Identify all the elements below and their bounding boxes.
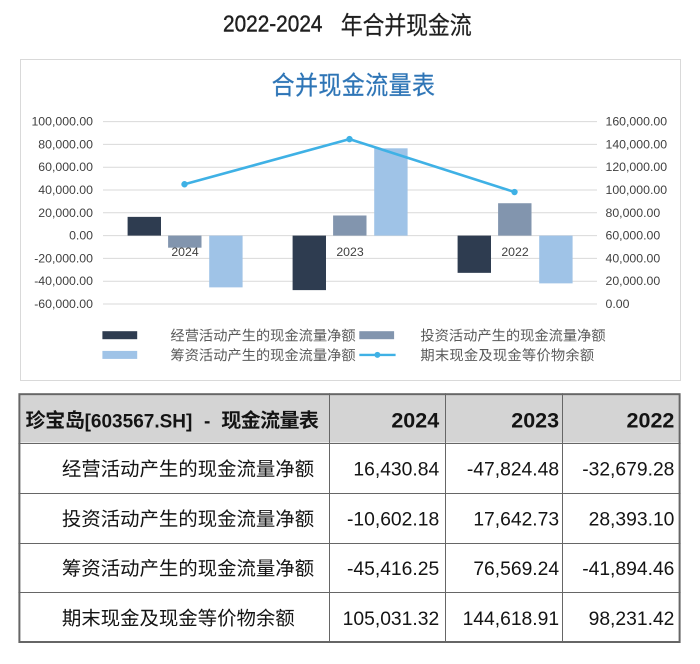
svg-text:105,031.32: 105,031.32: [343, 609, 440, 630]
svg-text:40,000.00: 40,000.00: [38, 183, 93, 197]
svg-text:0.00: 0.00: [606, 297, 630, 311]
svg-text:[603567.SH]: [603567.SH]: [85, 411, 193, 432]
svg-text:120,000.00: 120,000.00: [606, 160, 668, 174]
svg-text:2023: 2023: [336, 245, 364, 259]
svg-text:140,000.00: 140,000.00: [606, 137, 668, 151]
svg-text:2022: 2022: [627, 408, 675, 432]
svg-text:2022: 2022: [501, 245, 529, 259]
svg-text:-40,000.00: -40,000.00: [34, 274, 93, 288]
svg-text:-41,894.46: -41,894.46: [582, 559, 674, 580]
svg-text:2024: 2024: [391, 408, 439, 432]
svg-text:60,000.00: 60,000.00: [38, 160, 93, 174]
svg-text:2022-2024: 2022-2024: [223, 10, 322, 36]
svg-text:-20,000.00: -20,000.00: [34, 251, 93, 265]
svg-text:2023: 2023: [511, 408, 559, 432]
svg-text:160,000.00: 160,000.00: [606, 115, 668, 129]
svg-text:20,000.00: 20,000.00: [606, 274, 661, 288]
svg-text:17,642.73: 17,642.73: [473, 510, 559, 531]
svg-text:100,000.00: 100,000.00: [31, 115, 93, 129]
svg-text:60,000.00: 60,000.00: [606, 229, 661, 243]
svg-text:40,000.00: 40,000.00: [606, 251, 661, 265]
svg-text:100,000.00: 100,000.00: [606, 183, 668, 197]
svg-text:-60,000.00: -60,000.00: [34, 297, 93, 311]
svg-text:-47,824.48: -47,824.48: [467, 460, 559, 481]
svg-text:2024: 2024: [171, 245, 199, 259]
svg-text:76,569.24: 76,569.24: [473, 559, 559, 580]
svg-text:80,000.00: 80,000.00: [38, 137, 93, 151]
svg-text:-32,679.28: -32,679.28: [582, 460, 674, 481]
svg-text:-: -: [204, 411, 210, 432]
svg-text:0.00: 0.00: [69, 229, 93, 243]
svg-text:144,618.91: 144,618.91: [463, 609, 560, 630]
svg-text:80,000.00: 80,000.00: [606, 206, 661, 220]
svg-text:98,231.42: 98,231.42: [589, 609, 675, 630]
svg-text:16,430.84: 16,430.84: [353, 460, 439, 481]
svg-text:20,000.00: 20,000.00: [38, 206, 93, 220]
svg-text:-10,602.18: -10,602.18: [347, 510, 439, 531]
svg-text:-45,416.25: -45,416.25: [347, 559, 439, 580]
svg-text:28,393.10: 28,393.10: [589, 510, 675, 531]
